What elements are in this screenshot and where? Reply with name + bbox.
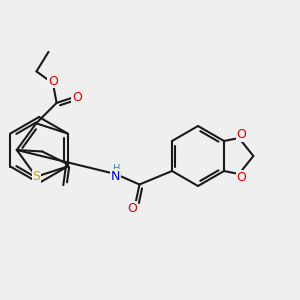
Text: O: O — [236, 170, 246, 184]
Text: O: O — [72, 91, 82, 104]
Text: O: O — [48, 74, 58, 88]
Text: H: H — [113, 164, 121, 174]
Text: S: S — [32, 170, 40, 183]
Text: O: O — [236, 128, 246, 141]
Text: O: O — [127, 202, 137, 215]
Text: N: N — [111, 170, 120, 183]
